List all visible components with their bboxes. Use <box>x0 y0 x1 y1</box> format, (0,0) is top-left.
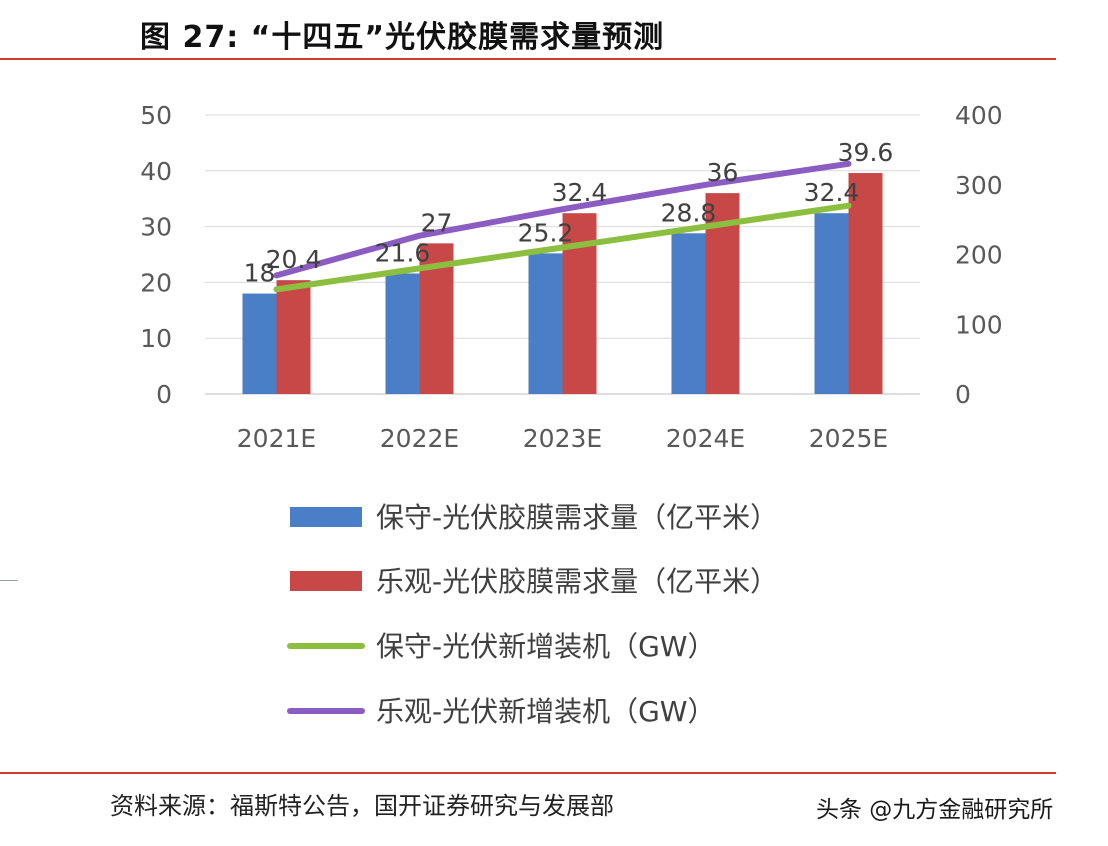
y-tick-label: 0 <box>156 380 172 409</box>
y2-tick-label: 300 <box>955 171 1003 200</box>
data-label: 39.6 <box>838 138 894 167</box>
bar-conservative-demand <box>385 273 420 394</box>
bar-conservative-demand <box>814 213 849 394</box>
bar-conservative-demand <box>671 233 706 394</box>
bottom-rule <box>0 772 1056 774</box>
legend-label: 保守-光伏胶膜需求量（亿平米） <box>376 501 778 534</box>
bar-optimistic-demand <box>848 173 883 394</box>
legend-label: 保守-光伏新增装机（GW） <box>376 630 716 663</box>
legend-label: 乐观-光伏新增装机（GW） <box>376 695 716 728</box>
y2-tick-label: 200 <box>955 241 1003 270</box>
y-tick-label: 50 <box>140 101 172 130</box>
data-label: 21.6 <box>375 238 431 267</box>
legend-label: 乐观-光伏胶膜需求量（亿平米） <box>376 565 778 598</box>
x-tick-label: 2024E <box>666 424 745 453</box>
data-label: 27 <box>421 208 453 237</box>
x-tick-label: 2021E <box>237 424 316 453</box>
edge-tick-mark <box>0 580 18 581</box>
bar-optimistic-demand <box>276 280 311 394</box>
legend: 保守-光伏胶膜需求量（亿平米） 乐观-光伏胶膜需求量（亿平米） 保守-光伏新增装机（… <box>287 501 778 728</box>
line-series <box>273 160 852 293</box>
bar-conservative-demand <box>242 293 277 394</box>
y-tick-label: 20 <box>140 268 172 297</box>
line-conservative-installations <box>273 202 852 293</box>
data-label: 20.4 <box>266 245 322 274</box>
data-label: 32.4 <box>804 178 860 207</box>
y2-tick-label: 400 <box>955 101 1003 130</box>
watermark: 头条 @九方金融研究所 <box>810 790 1060 824</box>
legend-swatch <box>290 507 362 527</box>
data-label: 25.2 <box>518 218 574 247</box>
y2-tick-label: 0 <box>955 380 971 409</box>
top-rule <box>0 58 1056 60</box>
figure-title: 图 27: “十四五”光伏胶膜需求量预测 <box>140 20 665 55</box>
legend-swatch <box>290 571 362 591</box>
bar-conservative-demand <box>528 253 563 394</box>
data-label: 32.4 <box>552 178 608 207</box>
y-tick-label: 40 <box>140 157 172 186</box>
data-label: 18 <box>244 259 276 288</box>
y-tick-label: 10 <box>140 324 172 353</box>
y2-tick-label: 100 <box>955 310 1003 339</box>
data-label: 36 <box>707 158 739 187</box>
x-tick-label: 2023E <box>523 424 602 453</box>
x-tick-label: 2025E <box>809 424 888 453</box>
x-tick-label: 2022E <box>380 424 459 453</box>
y-tick-label: 30 <box>140 213 172 242</box>
source-note: 资料来源：福斯特公告，国开证券研究与发展部 <box>110 792 614 820</box>
axis-tick-labels: 0 10 20 30 40 50 0 100 200 300 400 2021E 2022E 2023E 2… <box>140 101 1003 453</box>
bar-series <box>242 173 883 394</box>
data-label: 28.8 <box>661 198 717 227</box>
line-optimistic-installations <box>273 160 852 279</box>
data-labels: 18 21.6 25.2 28.8 32.4 20.4 27 32.4 36 39.6 <box>244 138 894 288</box>
